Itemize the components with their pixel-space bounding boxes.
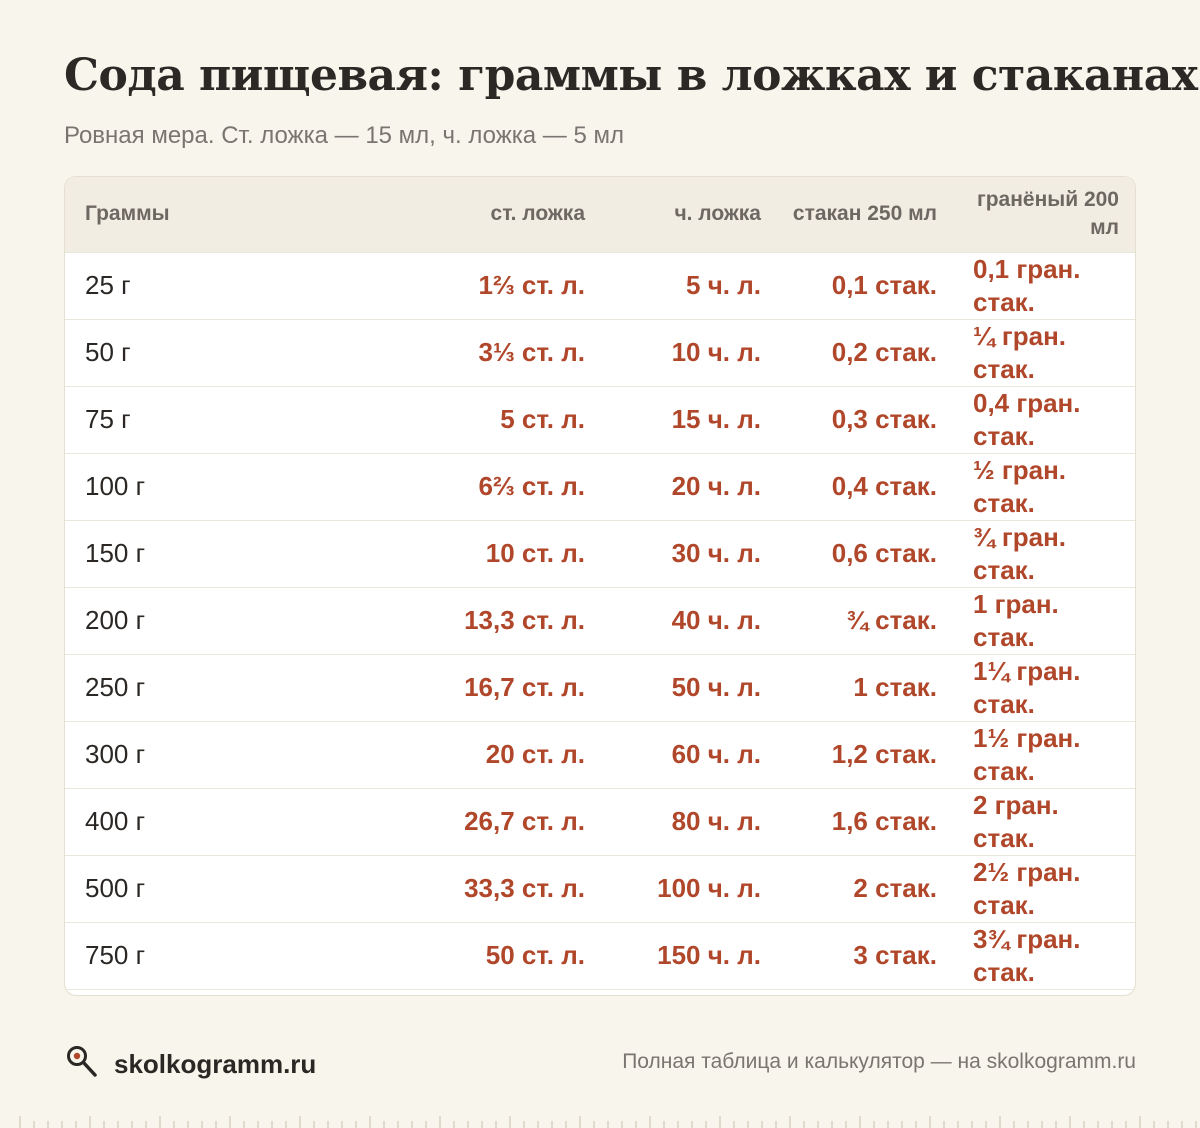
tablespoon-cell: 50 ст. л. (485, 940, 585, 970)
tablespoon-cell: 1⅔ ст. л. (478, 270, 585, 300)
teaspoon-cell: 50 ч. л. (671, 672, 761, 702)
teaspoon-cell: 20 ч. л. (671, 471, 761, 501)
tablespoon-cell: 6⅔ ст. л. (478, 471, 585, 501)
grams-cell: 300 г (85, 739, 146, 769)
table-row: 25 г 1⅔ ст. л. 5 ч. л. 0,1 стак. 0,1 гран. с… (65, 252, 1135, 319)
faceted-glass-cell: 2 гран. стак. (973, 789, 1059, 853)
grams-cell: 750 г (85, 940, 146, 970)
table-row: 100 г 6⅔ ст. л. 20 ч. л. 0,4 стак. ½ гран. с… (65, 453, 1135, 520)
teaspoon-cell: 40 ч. л. (671, 605, 761, 635)
cup-250-cell: 0,4 стак. (831, 471, 937, 501)
cup-250-cell: 1 стак. (853, 672, 937, 702)
grams-cell: 75 г (85, 404, 131, 434)
table-header-row: Граммы ст. ложка ч. ложка стакан 250 мл … (65, 177, 1135, 252)
cup-250-cell: 0,3 стак. (831, 404, 937, 434)
table-body: 25 г 1⅔ ст. л. 5 ч. л. 0,1 стак. 0,1 гран. с… (65, 252, 1135, 996)
table-row: 750 г 50 ст. л. 150 ч. л. 3 стак. 3¾ гран. с… (65, 922, 1135, 989)
faceted-glass-cell: 1 гран. стак. (973, 588, 1059, 652)
table-row: 250 г 16,7 ст. л. 50 ч. л. 1 стак. 1¼ гран. … (65, 654, 1135, 721)
grams-cell: 250 г (85, 672, 146, 702)
teaspoon-cell: 200 ч. л. (603, 989, 779, 995)
ruler-decoration (19, 1116, 1197, 1128)
magnifier-icon (64, 1044, 100, 1085)
faceted-glass-cell: ¾ гран. стак. (973, 521, 1067, 585)
tablespoon-cell: 5 ст. л. (500, 404, 585, 434)
table-row: 500 г 33,3 ст. л. 100 ч. л. 2 стак. 2½ гран.… (65, 855, 1135, 922)
faceted-glass-cell: 1¼ гран. стак. (973, 655, 1081, 719)
tablespoon-cell: 33,3 ст. л. (464, 873, 585, 903)
faceted-glass-cell: 0,4 гран. стак. (973, 387, 1081, 451)
column-header-grams: Граммы (85, 202, 170, 226)
cup-250-cell: ¾ стак. (846, 605, 937, 635)
cup-250-cell: 1,6 стак. (831, 806, 937, 836)
faceted-glass-cell: 1½ гран. стак. (973, 722, 1081, 786)
cup-250-cell: 4 стак. (779, 989, 955, 995)
grams-cell: 50 г (85, 337, 131, 367)
teaspoon-cell: 80 ч. л. (671, 806, 761, 836)
footer-logo[interactable]: skolkogramm.ru (64, 1044, 316, 1085)
table-row: 300 г 20 ст. л. 60 ч. л. 1,2 стак. 1½ гран. … (65, 721, 1135, 788)
grams-cell: 200 г (85, 605, 146, 635)
grams-cell: 1000 г (65, 989, 240, 995)
teaspoon-cell: 5 ч. л. (686, 270, 761, 300)
teaspoon-cell: 100 ч. л. (657, 873, 761, 903)
faceted-glass-cell: ½ гран. стак. (973, 454, 1067, 518)
conversion-table-card: Граммы ст. ложка ч. ложка стакан 250 мл … (64, 176, 1136, 996)
tablespoon-cell: 3⅓ ст. л. (478, 337, 585, 367)
table-row: 50 г 3⅓ ст. л. 10 ч. л. 0,2 стак. ¼ гран. ст… (65, 319, 1135, 386)
cup-250-cell: 0,1 стак. (831, 270, 937, 300)
table-row: 150 г 10 ст. л. 30 ч. л. 0,6 стак. ¾ гран. с… (65, 520, 1135, 587)
grams-cell: 500 г (85, 873, 146, 903)
cup-250-cell: 0,2 стак. (831, 337, 937, 367)
faceted-glass-cell: 3¾ гран. стак. (973, 923, 1081, 987)
cup-250-cell: 3 стак. (853, 940, 937, 970)
footer-brand: skolkogramm.ru (114, 1049, 317, 1079)
footer-note: Полная таблица и калькулятор — на skolko… (622, 1050, 1136, 1073)
table-row: 75 г 5 ст. л. 15 ч. л. 0,3 стак. 0,4 гран. с… (65, 386, 1135, 453)
faceted-glass-cell: 2½ гран. стак. (973, 856, 1081, 920)
column-header-faceted-glass-200: гранёный 200 мл (976, 188, 1119, 240)
teaspoon-cell: 150 ч. л. (657, 940, 761, 970)
page-title: Сода пищевая: граммы в ложках и стаканах (64, 50, 1198, 101)
page-subtitle: Ровная мера. Ст. ложка — 15 мл, ч. ложка… (64, 122, 624, 149)
tablespoon-cell: 10 ст. л. (485, 538, 585, 568)
faceted-glass-cell: 0,1 гран. стак. (973, 253, 1081, 317)
tablespoon-cell: 16,7 ст. л. (464, 672, 585, 702)
teaspoon-cell: 15 ч. л. (671, 404, 761, 434)
cup-250-cell: 2 стак. (853, 873, 937, 903)
teaspoon-cell: 60 ч. л. (671, 739, 761, 769)
grams-cell: 150 г (85, 538, 146, 568)
table-row: 1000 г66,7 ст. л.200 ч. л.4 стак.5 гран.… (65, 989, 1135, 996)
cup-250-cell: 0,6 стак. (831, 538, 937, 568)
tablespoon-cell: 13,3 ст. л. (464, 605, 585, 635)
table-row: 400 г 26,7 ст. л. 80 ч. л. 1,6 стак. 2 гран.… (65, 788, 1135, 855)
column-header-tablespoon: ст. ложка (490, 202, 585, 226)
teaspoon-cell: 10 ч. л. (671, 337, 761, 367)
faceted-glass-cell: ¼ гран. стак. (973, 320, 1067, 384)
column-header-cup-250: стакан 250 мл (792, 202, 937, 226)
tablespoon-cell: 26,7 ст. л. (464, 806, 585, 836)
grams-cell: 400 г (85, 806, 146, 836)
grams-cell: 25 г (85, 270, 131, 300)
cup-250-cell: 1,2 стак. (831, 739, 937, 769)
faceted-glass-cell: 5 гран. стак. (955, 989, 1135, 996)
table-row: 200 г 13,3 ст. л. 40 ч. л. ¾ стак. 1 гран. с… (65, 587, 1135, 654)
grams-cell: 100 г (85, 471, 146, 501)
teaspoon-cell: 30 ч. л. (671, 538, 761, 568)
tablespoon-cell: 66,7 ст. л. (240, 989, 603, 995)
conversion-table: Граммы ст. ложка ч. ложка стакан 250 мл … (65, 177, 1135, 996)
tablespoon-cell: 20 ст. л. (485, 739, 585, 769)
column-header-teaspoon: ч. ложка (674, 202, 761, 226)
